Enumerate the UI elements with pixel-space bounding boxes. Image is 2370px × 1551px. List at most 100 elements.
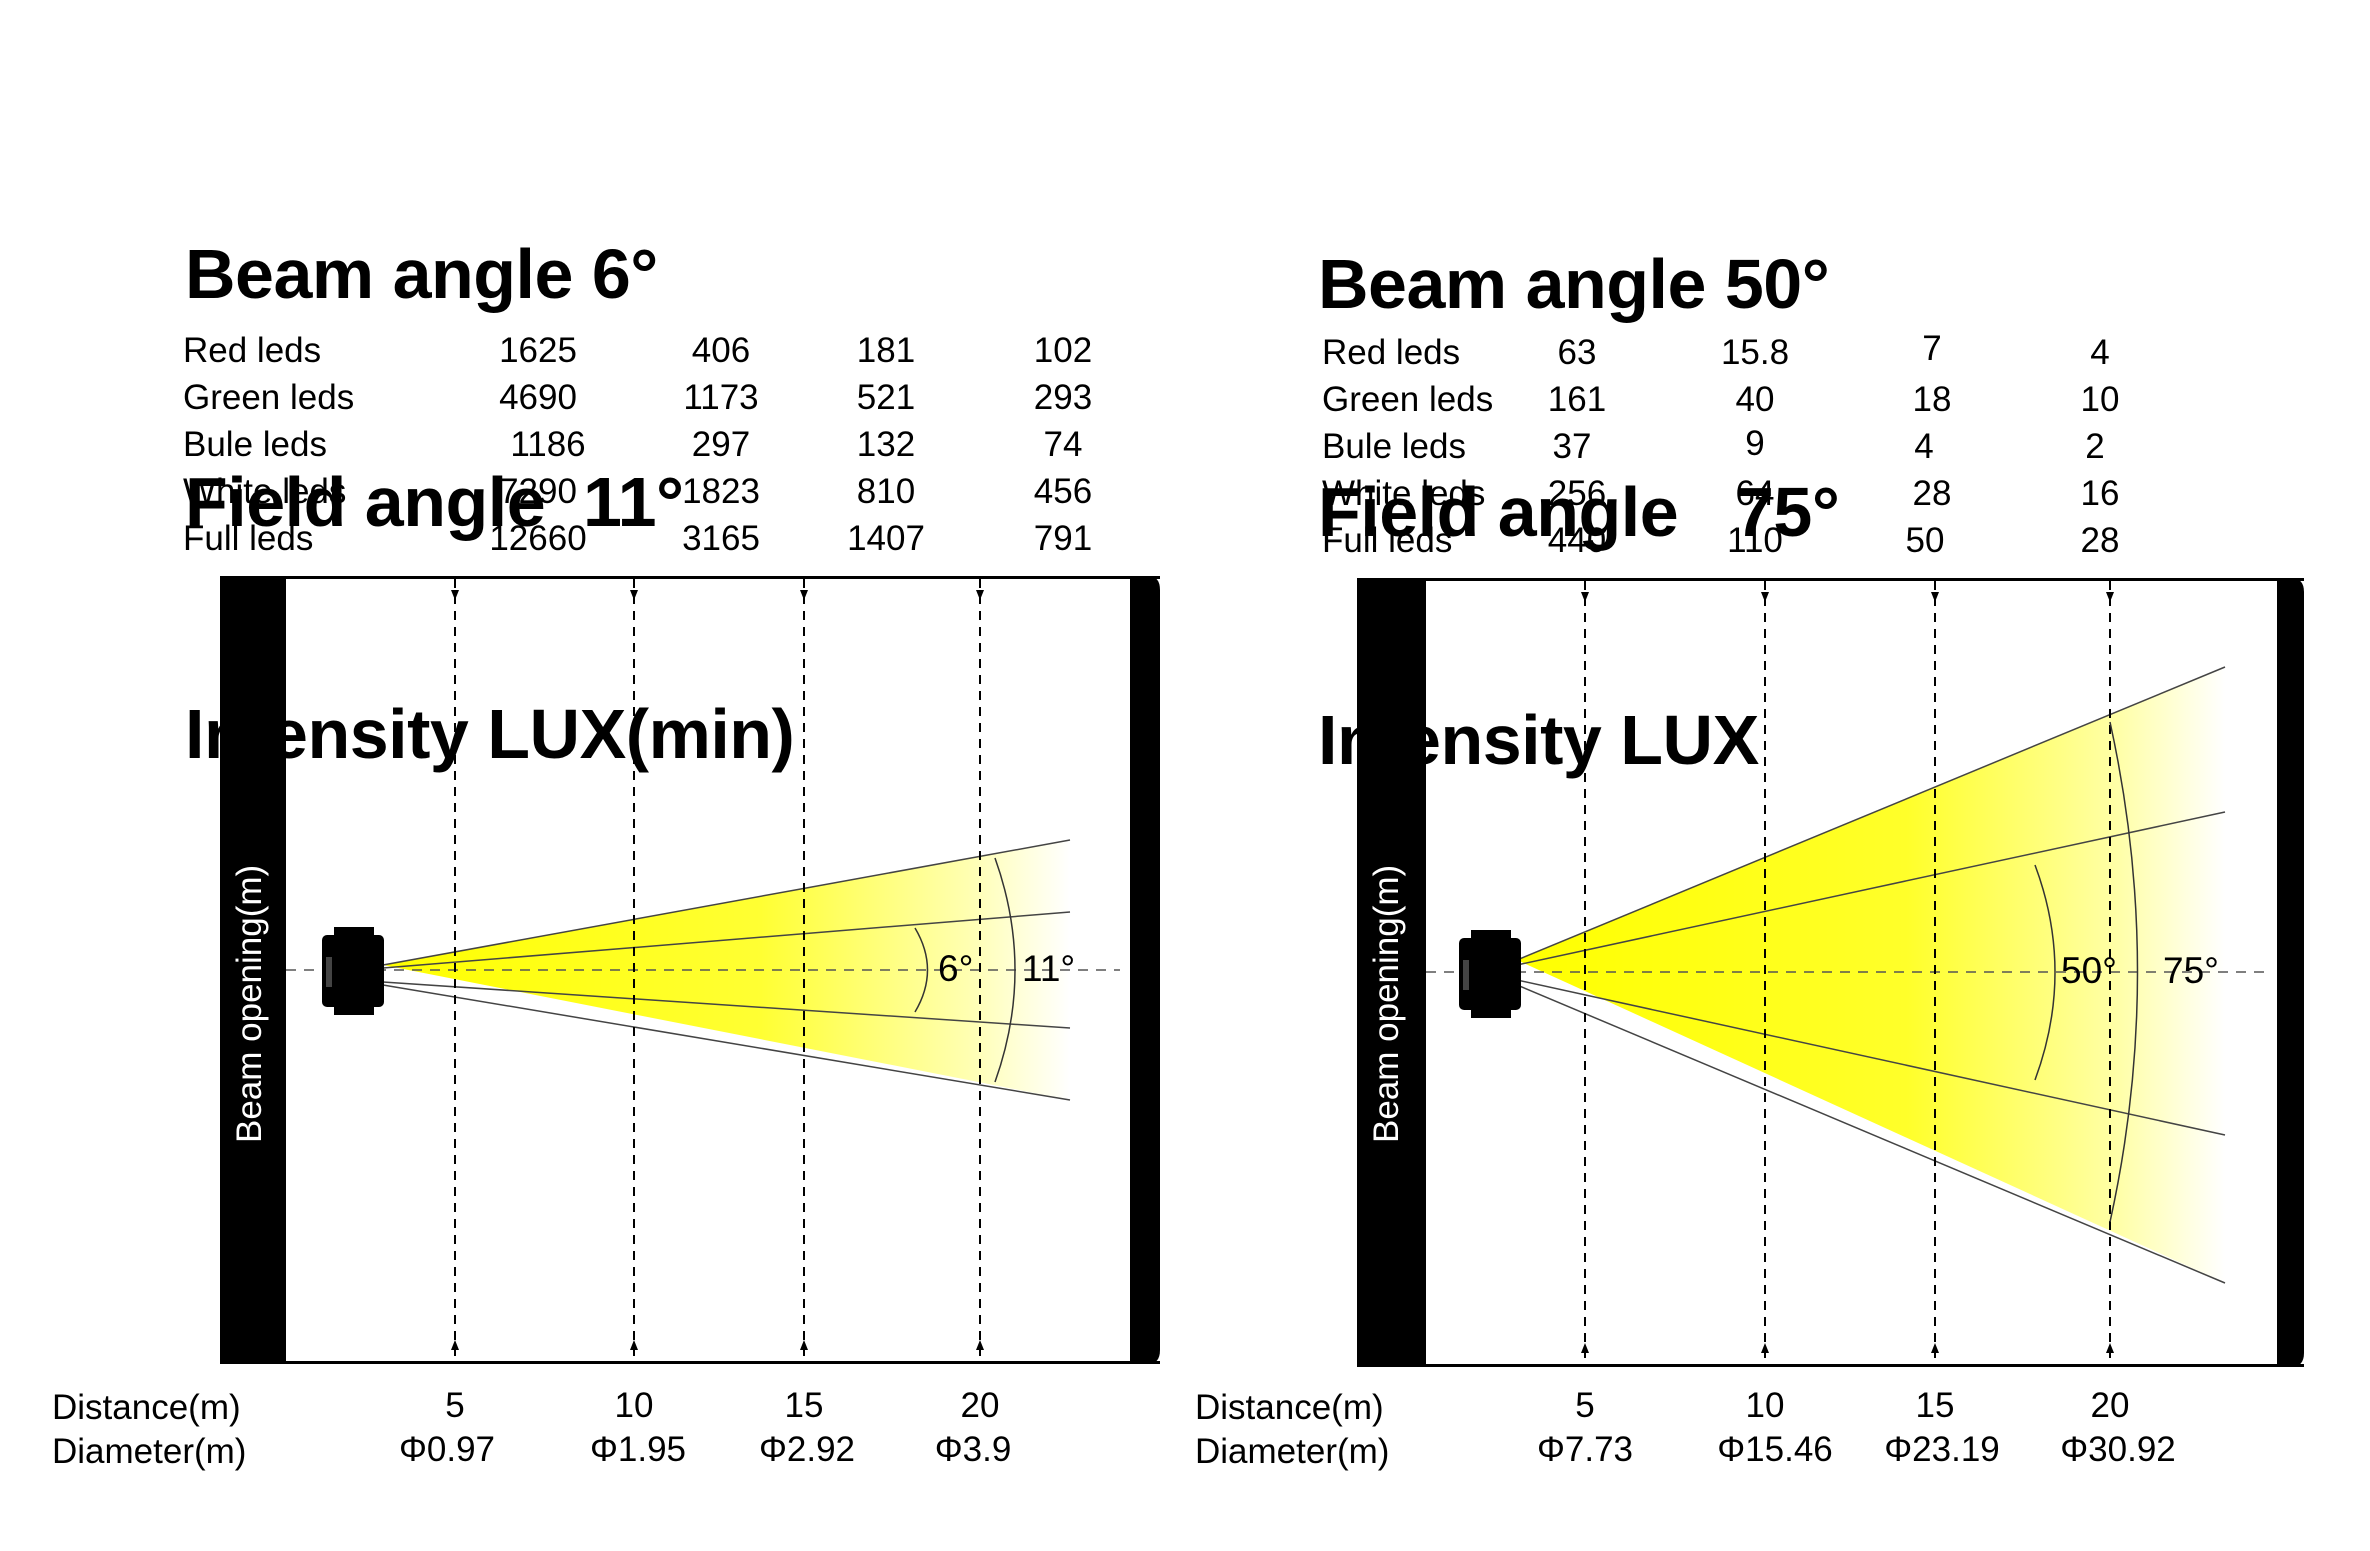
row-label: Bule leds	[183, 425, 327, 464]
table-row: Bule leds 37 9 4 2	[1322, 423, 2222, 470]
intensity-table: Red leds 1625 406 181 102 Green leds 469…	[183, 327, 1092, 562]
row-label: Full leds	[1322, 521, 1453, 560]
table-cell: 15.8	[1720, 333, 1790, 372]
table-cell: 16	[2080, 474, 2120, 513]
diameter-tick: Φ30.92	[2060, 1430, 2176, 1469]
marker-arrow	[2106, 592, 2114, 602]
beam-angle-arc	[914, 927, 929, 1013]
beam-opening-label: Beam opening(m)	[230, 864, 269, 1143]
marker-arrow	[451, 1340, 459, 1350]
field-edge-lower	[1516, 984, 2226, 1284]
row-label: Green leds	[183, 378, 355, 417]
table-cell: 4	[2090, 333, 2110, 372]
marker-arrow	[800, 590, 808, 600]
table-cell: 28	[2080, 521, 2120, 560]
beam-angle-label: 6°	[938, 948, 974, 989]
table-row: Bule leds 1186 297 132 74	[183, 421, 1083, 468]
table-cell: 181	[856, 331, 916, 370]
table-row: Full leds 12660 3165 1407 791	[183, 515, 1092, 562]
table-row: White leds 7290 1823 810 456	[183, 468, 1092, 515]
beam-angle-heading: Beam angle 6°	[185, 235, 658, 313]
diameter-axis-label: Diameter(m)	[1195, 1432, 1390, 1471]
marker-arrow	[1581, 592, 1589, 602]
table-row: White leds 256 64 28 16	[1322, 470, 2222, 517]
diameter-tick: Φ7.73	[1536, 1430, 1634, 1469]
beam-angle-label: 50°	[2061, 950, 2117, 991]
beam-edge-upper	[382, 911, 1071, 969]
field-angle-arc	[2109, 721, 2139, 1223]
table-cell: 1186	[510, 425, 586, 464]
table-cell: 2	[2085, 427, 2105, 466]
diameter-tick: Φ1.95	[589, 1430, 687, 1469]
table-cell: 132	[856, 425, 916, 464]
distance-tick: 5	[1575, 1386, 1595, 1425]
row-label: Green leds	[1322, 380, 1494, 419]
fixture-icon	[1459, 930, 1521, 1018]
table-cell: 28	[1912, 474, 1952, 513]
marker-arrow	[630, 1340, 638, 1350]
table-cell: 161	[1547, 380, 1607, 419]
distance-axis-label: Distance(m)	[1195, 1388, 1384, 1427]
table-cell: 810	[856, 472, 916, 511]
marker-arrow	[1931, 1343, 1939, 1353]
marker-arrow	[1931, 592, 1939, 602]
table-cell: 18	[1912, 380, 1952, 419]
marker-arrow	[976, 590, 984, 600]
beam-opening-label: Beam opening(m)	[1367, 864, 1406, 1143]
left-panel: Beam angle 6° Field angle 11° Intensity …	[52, 84, 1160, 1471]
distance-tick: 20	[960, 1386, 1000, 1425]
table-cell: 406	[691, 331, 751, 370]
marker-arrow	[630, 590, 638, 600]
table-cell: 10	[2080, 380, 2120, 419]
marker-arrow	[1761, 592, 1769, 602]
field-angle-label: 75°	[2163, 950, 2219, 991]
row-label: White leds	[1322, 474, 1486, 513]
frame-bottom-border	[1357, 1364, 2304, 1367]
diameter-tick: Φ2.92	[758, 1430, 856, 1469]
field-edge-lower	[382, 984, 1071, 1101]
beam-diagram	[1357, 578, 2304, 1367]
diameter-tick: Φ0.97	[398, 1430, 496, 1469]
table-cell: 293	[1033, 378, 1093, 417]
diameter-tick: Φ15.46	[1717, 1430, 1833, 1469]
panel-heading: Beam angle 50° Field angle 75° Intensity…	[1318, 94, 1840, 930]
frame-top-border	[220, 576, 1160, 579]
marker-arrow	[2106, 1343, 2114, 1353]
table-cell: 50	[1905, 521, 1945, 560]
marker-arrow	[976, 1340, 984, 1350]
frame-bottom-border	[220, 1361, 1160, 1364]
beam-opening-bar	[220, 576, 286, 1364]
field-angle-label: 11°	[1022, 948, 1076, 989]
beam-opening-bar	[1357, 578, 1426, 1367]
table-cell: 7	[1922, 329, 1942, 368]
table-row: Red leds 1625 406 181 102	[183, 327, 1092, 374]
table-cell: 456	[1033, 472, 1093, 511]
intensity-table: Red leds 63 15.8 7 4 Green leds 161 40 1…	[1322, 329, 2222, 564]
row-label: Red leds	[1322, 333, 1461, 372]
table-row: Red leds 63 15.8 7 4	[1322, 329, 2222, 376]
table-cell: 440	[1547, 521, 1607, 560]
table-cell: 37	[1552, 427, 1592, 466]
table-row: Green leds 4690 1173 521 293	[183, 374, 1092, 421]
diameter-tick: Φ3.9	[934, 1430, 1012, 1469]
panel-heading: Beam angle 6° Field angle 11° Intensity …	[185, 84, 795, 924]
row-label: White leds	[183, 472, 347, 511]
table-row: Green leds 161 40 18 10	[1322, 376, 2222, 423]
table-cell: 4690	[499, 378, 577, 417]
marker-arrow	[451, 590, 459, 600]
diameter-axis-label: Diameter(m)	[52, 1432, 247, 1471]
table-cell: 521	[856, 378, 916, 417]
field-angle-heading: Field angle 11°	[185, 463, 684, 541]
table-cell: 297	[691, 425, 751, 464]
marker-arrow	[1581, 1343, 1589, 1353]
distance-tick: 20	[2090, 1386, 2130, 1425]
table-cell: 110	[1727, 521, 1783, 560]
distance-tick: 15	[1915, 1386, 1955, 1425]
table-cell: 7290	[499, 472, 577, 511]
beam-edge-lower	[1516, 979, 2226, 1136]
row-label: Red leds	[183, 331, 322, 370]
marker-arrow	[800, 1340, 808, 1350]
row-label: Bule leds	[1322, 427, 1466, 466]
table-row: Full leds 440 110 50 28	[1322, 517, 2222, 564]
table-cell: 791	[1033, 519, 1093, 558]
